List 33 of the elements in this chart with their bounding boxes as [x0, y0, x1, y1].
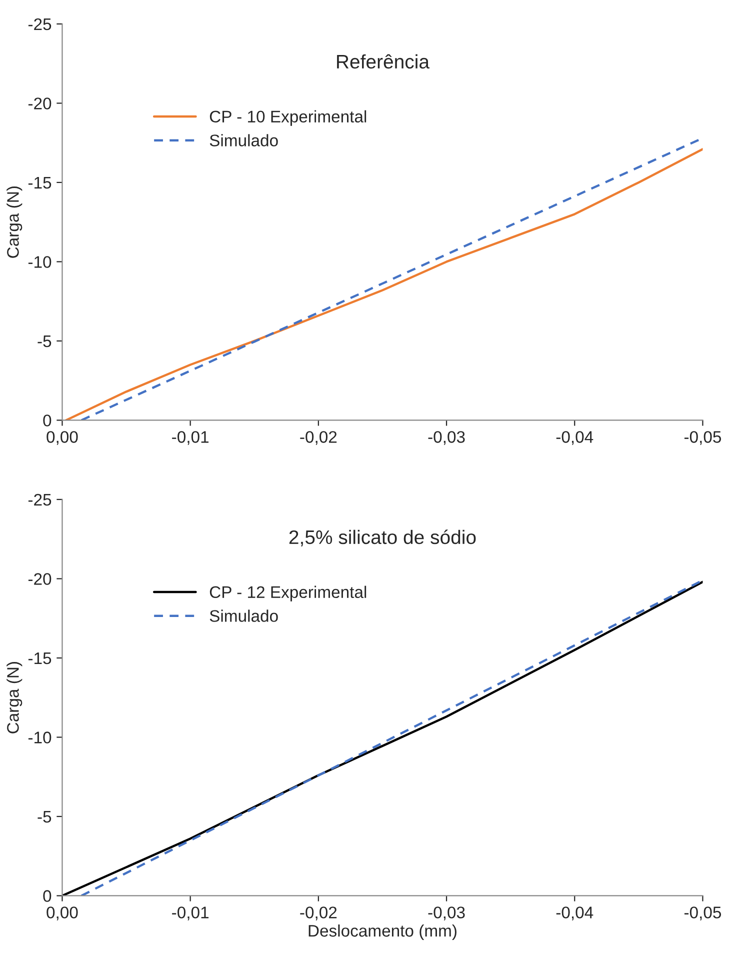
x-tick-label: -0,02: [300, 431, 337, 445]
y-tick-label: -15: [28, 652, 52, 664]
x-tick-label: -0,01: [172, 431, 209, 445]
y-tick-label: -15: [28, 177, 52, 189]
x-tick-label: -0,04: [556, 431, 594, 445]
y-tick-label: -5: [38, 336, 52, 348]
y-tick-label: 0: [43, 890, 52, 902]
y-tick-label: -20: [28, 573, 52, 585]
y-tick-label: -25: [28, 18, 52, 30]
y-tick-label: -25: [28, 494, 52, 506]
y-tick-label: 0: [43, 414, 52, 426]
x-tick-label: -0,03: [428, 906, 465, 920]
x-tick-label: -0,01: [172, 906, 209, 920]
legend-label: CP - 12 Experimental: [210, 586, 366, 602]
x-tick-label: -0,02: [300, 906, 337, 920]
legend-label: Simulado: [210, 610, 278, 622]
y-tick-label: -20: [28, 98, 52, 110]
y-tick-label: -5: [38, 811, 52, 823]
y-tick-label: -10: [28, 256, 52, 268]
y-axis-title: Carga (N): [6, 662, 22, 734]
x-tick-label: -0,03: [428, 431, 465, 445]
text: Referência: [337, 54, 430, 69]
x-tick-label: -0,05: [684, 906, 722, 920]
x-tick-label: 0,00: [46, 431, 78, 445]
legend-label: Simulado: [210, 134, 278, 146]
x-tick-label: -0,04: [556, 906, 594, 920]
y-axis-title: Carga (N): [6, 186, 22, 258]
x-axis-title: Deslocamento (mm): [308, 924, 456, 940]
legend-label: CP - 10 Experimental: [210, 110, 366, 126]
x-tick-label: 0,00: [46, 906, 78, 920]
text: 2,5% silicato de sódio: [289, 530, 476, 546]
y-tick-label: -10: [28, 732, 52, 744]
x-tick-label: -0,05: [684, 431, 722, 445]
